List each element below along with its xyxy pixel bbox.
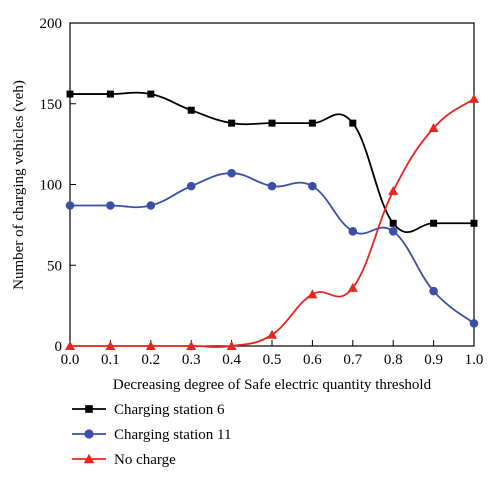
- data-point: [65, 341, 75, 350]
- data-point: [66, 90, 74, 98]
- data-point: [308, 181, 317, 191]
- y-tick-label: 150: [40, 97, 63, 113]
- data-point: [349, 119, 357, 127]
- y-tick-label: 100: [40, 178, 63, 194]
- series-group: [65, 90, 479, 350]
- data-point: [268, 119, 276, 127]
- series-line: [70, 98, 475, 348]
- x-tick-label: 0.3: [182, 352, 201, 368]
- legend: Charging station 6 Charging station 11 No …: [72, 402, 232, 468]
- data-point: [347, 282, 358, 292]
- data-point: [187, 106, 195, 114]
- data-point: [389, 219, 397, 227]
- legend-marker: [83, 453, 95, 464]
- data-point: [105, 341, 116, 350]
- y-tick-label: 0: [55, 339, 63, 355]
- data-point: [227, 168, 236, 178]
- x-tick-label: 0.5: [263, 352, 282, 368]
- data-point: [388, 185, 399, 195]
- x-tick-label: 0.0: [61, 352, 80, 368]
- data-point: [228, 119, 236, 127]
- x-tick-label: 0.4: [222, 352, 241, 368]
- data-point: [65, 201, 75, 210]
- data-point: [106, 201, 115, 210]
- y-tick-label: 50: [47, 258, 62, 274]
- data-point: [469, 319, 479, 328]
- data-point: [267, 329, 277, 339]
- data-point: [186, 181, 196, 191]
- data-point: [430, 219, 438, 227]
- x-tick-label: 0.1: [101, 352, 120, 368]
- legend-label: No charge: [114, 452, 176, 468]
- data-point: [146, 201, 156, 210]
- axis-ticks: 0.0 0.1 0.2 0.3 0.4 0.5 0.6 0.7 0.8 0.9 1.0 0 50 100 1…: [40, 16, 484, 368]
- data-point: [267, 181, 277, 191]
- series-3: [65, 93, 479, 350]
- legend-label: Charging station 6: [114, 402, 225, 418]
- series-2: [65, 168, 479, 328]
- data-point: [308, 119, 316, 127]
- legend-marker: [84, 429, 94, 439]
- x-tick-label: 0.9: [424, 352, 443, 368]
- data-point: [307, 289, 318, 299]
- y-tick-label: 200: [40, 16, 63, 32]
- y-axis-label: Number of charging vehicles (veh): [11, 80, 27, 290]
- series-line: [70, 91, 474, 233]
- data-point: [388, 227, 398, 236]
- data-point: [428, 122, 439, 132]
- data-point: [348, 227, 358, 236]
- data-point: [469, 93, 479, 103]
- data-point: [145, 341, 156, 350]
- series-1: [66, 90, 478, 233]
- x-tick-label: 0.7: [343, 352, 362, 368]
- x-tick-label: 0.2: [141, 352, 160, 368]
- x-tick-label: 0.8: [384, 352, 403, 368]
- series-line: [69, 172, 475, 325]
- x-axis-label: Decreasing degree of Safe electric quant…: [113, 377, 432, 393]
- data-point: [470, 219, 478, 227]
- legend-label: Charging station 11: [114, 427, 232, 443]
- data-point: [429, 286, 438, 296]
- x-tick-label: 1.0: [465, 352, 484, 368]
- data-point: [106, 90, 114, 98]
- data-point: [147, 90, 155, 98]
- legend-marker: [85, 405, 93, 413]
- x-tick-label: 0.6: [303, 352, 322, 368]
- data-point: [226, 341, 237, 350]
- data-point: [186, 341, 197, 350]
